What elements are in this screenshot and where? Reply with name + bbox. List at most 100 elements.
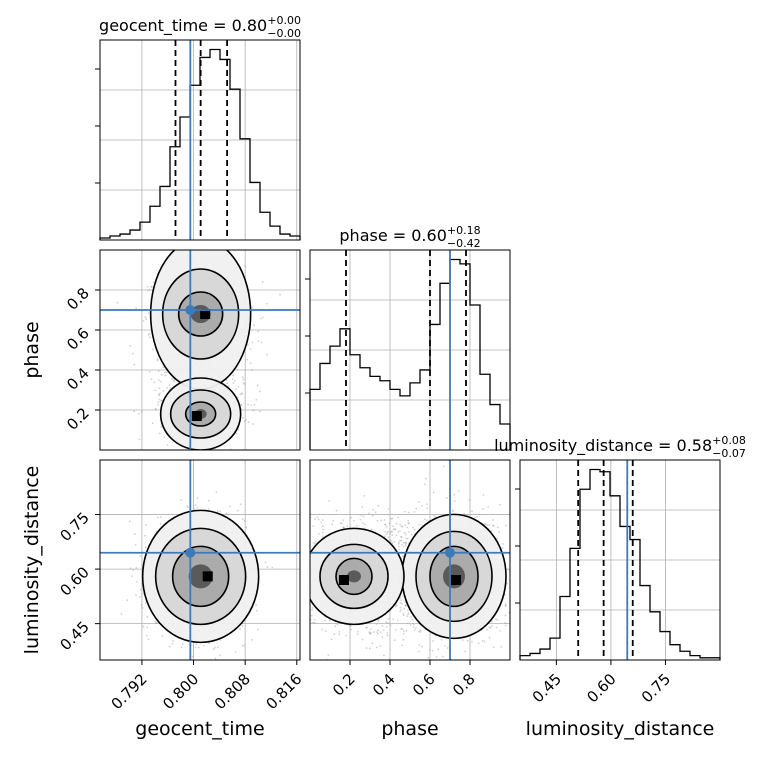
scatter-point (164, 374, 167, 377)
scatter-point (146, 626, 149, 629)
scatter-point (225, 512, 228, 515)
scatter-point (147, 638, 150, 641)
scatter-point (161, 634, 164, 637)
scatter-point (243, 383, 246, 386)
contour-line (159, 377, 242, 450)
scatter-point (132, 569, 135, 571)
scatter-point (140, 411, 143, 413)
scatter-point (128, 520, 131, 523)
contour-line (161, 268, 240, 360)
scatter-point (241, 625, 244, 627)
scatter-point (256, 384, 259, 387)
title-minus-phase: −0.42 (447, 237, 481, 250)
scatter-point (158, 398, 161, 401)
scatter-point (152, 348, 154, 351)
scatter-point (156, 358, 159, 361)
scatter-point (154, 620, 157, 623)
scatter-point (146, 615, 149, 618)
scatter-point (160, 380, 162, 383)
scatter-point (233, 380, 236, 382)
scatter-point (140, 604, 143, 607)
histogram-step-phase (309, 258, 511, 450)
scatter-point (252, 423, 254, 425)
contour-line (169, 389, 232, 439)
scatter-point (129, 567, 132, 570)
scatter-point (261, 281, 264, 283)
scatter-point (175, 451, 177, 453)
scatter-point (227, 385, 230, 387)
scatter-point (240, 404, 243, 406)
scatter-point (157, 370, 160, 373)
histogram-phase: phase = 0.60+0.18−0.42 (305, 224, 511, 451)
scatter-point (244, 265, 247, 268)
scatter-point (251, 341, 254, 344)
density-peak (191, 411, 202, 421)
scatter-point (232, 374, 234, 377)
scatter-point (215, 491, 218, 494)
title-geocent_time: geocent_time = 0.80+0.00 (99, 14, 301, 36)
scatter-point (191, 655, 194, 658)
histogram-luminosity_distance: luminosity_distance = 0.58+0.08−0.07 (494, 434, 746, 661)
scatter-point (214, 657, 217, 660)
scatter-point (135, 307, 138, 310)
scatter-point (158, 379, 160, 382)
scatter-point (236, 662, 238, 664)
scatter-point (255, 609, 258, 612)
scatter-point (216, 510, 219, 512)
panel-frame (99, 249, 301, 451)
scatter-point (158, 393, 161, 396)
scatter-point (247, 403, 250, 406)
scatter-point (265, 302, 268, 305)
title-minus-geocent_time: −0.00 (267, 27, 301, 40)
scatter-point (271, 566, 274, 569)
scatter-point (239, 393, 242, 396)
scatter-point (204, 663, 206, 665)
scatter-point (173, 380, 176, 383)
scatter-point (196, 506, 199, 509)
scatter-point (158, 432, 161, 435)
scatter-point (155, 530, 158, 533)
scatter-point (246, 358, 249, 361)
scatter-point (160, 373, 163, 376)
scatter-point (249, 362, 252, 365)
panel-frame (309, 249, 511, 451)
scatter-point (144, 546, 147, 549)
scatter-point (157, 401, 160, 403)
scatter-point (135, 581, 138, 583)
scatter-point (145, 318, 148, 321)
scatter-point (261, 316, 264, 319)
scatter-point (154, 408, 157, 411)
scatter-point (255, 398, 258, 401)
scatter-point (202, 455, 204, 457)
scatter-point (137, 413, 140, 415)
scatter-point (264, 561, 267, 564)
scatter-point (133, 363, 136, 366)
scatter-point (147, 312, 150, 314)
scatter-point (169, 386, 172, 389)
scatter-point (154, 407, 157, 410)
scatter-point (147, 289, 149, 292)
scatter-point (241, 518, 244, 521)
scatter-point (133, 410, 136, 413)
scatter-point (139, 596, 141, 598)
scatter-point (243, 520, 246, 522)
scatter-point (234, 650, 237, 653)
scatter-point (148, 288, 151, 291)
scatter-point (133, 533, 136, 536)
scatter-point (154, 389, 157, 392)
scatter-point (216, 646, 219, 649)
scatter-point (152, 281, 155, 284)
scatter-point (170, 378, 173, 380)
scatter-point (131, 575, 134, 577)
scatter-point (196, 497, 199, 500)
scatter-point (144, 316, 147, 319)
scatter-point (245, 418, 248, 421)
scatter-point (144, 534, 146, 537)
scatter-point (266, 566, 269, 569)
scatter-point (249, 348, 252, 350)
scatter-point (166, 386, 169, 389)
scatter-point (251, 306, 254, 309)
scatter-point (240, 392, 243, 395)
scatter-point (226, 382, 229, 385)
